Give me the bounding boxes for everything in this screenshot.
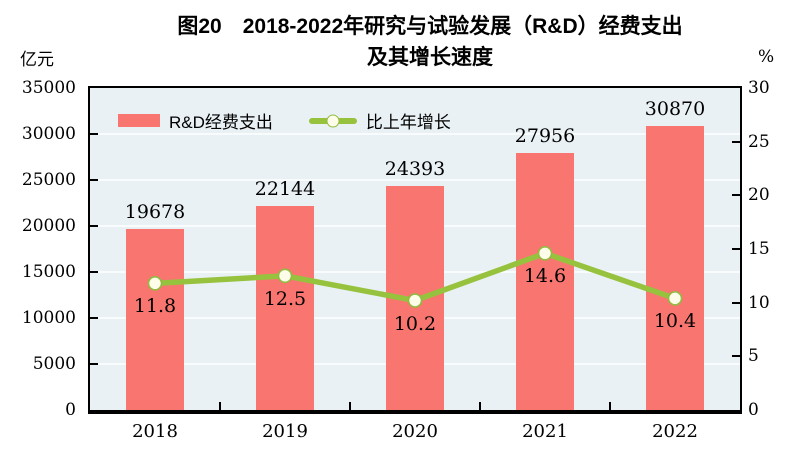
y-axis-label-left: 0: [65, 400, 76, 420]
right-axis-tick: [732, 248, 740, 250]
x-axis-tick: [609, 402, 611, 410]
grid-line: [90, 133, 740, 135]
left-axis-tick: [90, 133, 98, 135]
left-axis-unit-label: 亿元: [20, 50, 54, 70]
legend-item-line-series: 比上年增长: [308, 108, 451, 133]
x-axis-tick: [479, 402, 481, 410]
chart-title-line2: 及其增长速度: [367, 46, 493, 69]
x-axis-label: 2019: [262, 421, 308, 442]
legend-line-marker-icon: [326, 114, 340, 127]
left-axis-tick: [90, 317, 98, 319]
bar-2022: [646, 125, 704, 410]
growth-rate-label: 10.2: [393, 312, 437, 335]
y-axis-label-left: 15000: [21, 262, 76, 282]
bar-value-label: 30870: [644, 97, 706, 120]
bar-2019: [256, 206, 314, 410]
legend-label: R&D经费支出: [169, 113, 273, 132]
right-axis-tick: [732, 140, 740, 143]
legend-label: 比上年增长: [365, 113, 451, 132]
x-axis-label: 2020: [392, 421, 438, 442]
y-axis-label-right: 10: [748, 292, 770, 313]
y-axis-label-left: 10000: [21, 308, 76, 328]
x-axis-label: 2021: [522, 421, 568, 442]
right-axis-tick: [732, 194, 740, 197]
growth-rate-label: 12.5: [263, 287, 307, 310]
bar-value-label: 19678: [124, 200, 186, 223]
y-axis-label-right: 20: [748, 185, 770, 206]
left-axis-tick: [90, 225, 98, 227]
legend: R&D经费支出 比上年增长: [118, 108, 451, 133]
y-axis-label-right: 0: [748, 400, 759, 420]
x-axis-label: 2018: [132, 421, 178, 442]
y-axis-label-right: 25: [748, 131, 770, 152]
y-axis-label-right: 30: [748, 78, 770, 98]
bar-value-label: 27956: [514, 124, 576, 147]
x-axis-label: 2022: [652, 421, 698, 442]
right-axis-tick: [732, 355, 740, 358]
growth-rate-label: 14.6: [523, 265, 567, 288]
chart-title-line1: 图20 2018-2022年研究与试验发展（R&D）经费支出: [177, 15, 683, 38]
left-axis-tick: [90, 271, 98, 273]
chart-title: 图20 2018-2022年研究与试验发展（R&D）经费支出 及其增长速度: [60, 11, 800, 73]
left-axis-tick: [90, 363, 98, 365]
growth-rate-label: 10.4: [653, 310, 697, 333]
plot-area: R&D经费支出 比上年增长 19678 22144 24393 27956 30870 11…: [88, 86, 742, 414]
y-axis-label-right: 15: [748, 239, 770, 259]
legend-bar-swatch-icon: [118, 114, 160, 127]
bar-value-label: 24393: [384, 157, 446, 180]
y-axis-label-left: 25000: [21, 170, 76, 190]
y-axis-label-left: 5000: [32, 354, 76, 374]
y-axis-label-right: 5: [748, 346, 759, 367]
right-axis-tick: [732, 301, 740, 304]
right-axis-unit-label: %: [758, 47, 775, 67]
y-axis-label-left: 20000: [21, 216, 76, 236]
growth-rate-label: 11.8: [133, 295, 177, 318]
legend-line-sample-icon: [308, 114, 357, 127]
bar-2020: [386, 185, 444, 410]
left-axis-tick: [90, 179, 98, 181]
legend-item-bar-series: R&D经费支出: [118, 108, 273, 133]
y-axis-label-left: 35000: [21, 78, 76, 98]
bar-2018: [126, 228, 184, 410]
x-axis-tick: [219, 402, 221, 410]
x-axis-tick: [349, 402, 351, 410]
y-axis-label-left: 30000: [21, 124, 76, 144]
bar-value-label: 22144: [254, 178, 316, 201]
grid-line: [90, 179, 740, 181]
